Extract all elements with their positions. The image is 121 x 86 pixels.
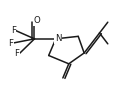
- Text: N: N: [55, 34, 61, 43]
- Text: F: F: [14, 49, 19, 58]
- Text: F: F: [11, 26, 16, 35]
- Text: F: F: [8, 39, 13, 47]
- Text: O: O: [34, 16, 40, 25]
